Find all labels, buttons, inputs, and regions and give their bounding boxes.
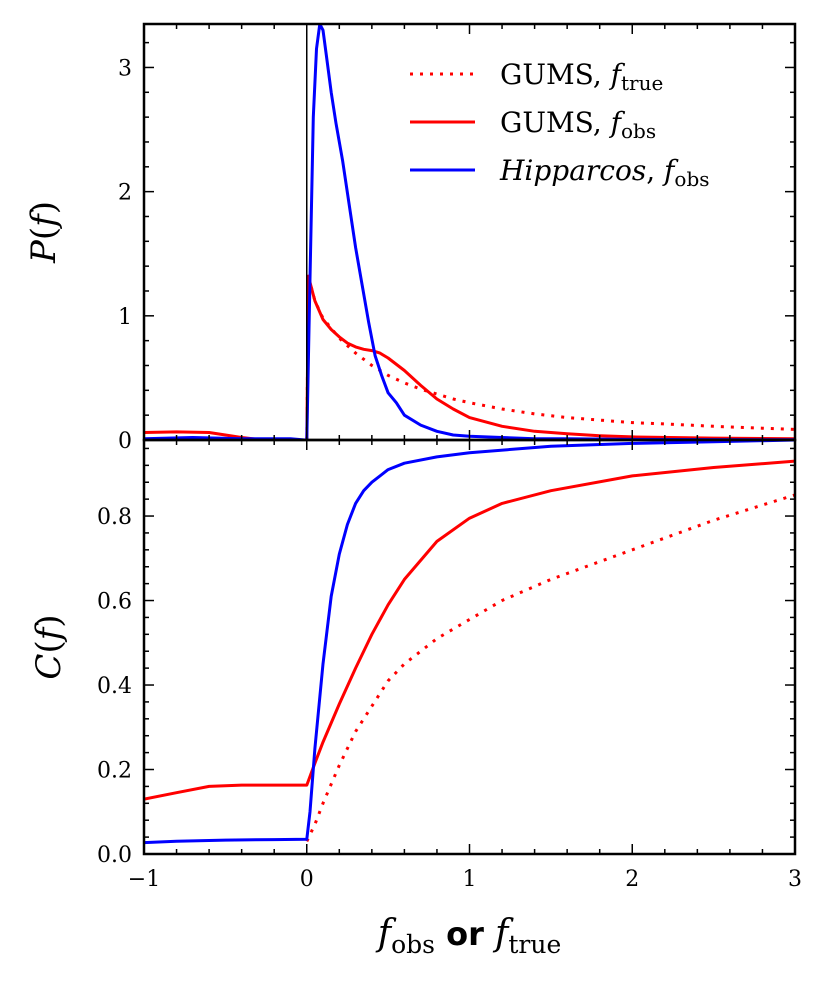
- y-axis-label: C(f): [29, 614, 69, 679]
- series-line-gums-obs: [144, 459, 795, 801]
- legend-label: Hipparcos, fobs: [499, 154, 710, 191]
- legend-label: GUMS, ftrue: [500, 58, 663, 95]
- y-axis-label: P(f): [24, 201, 64, 264]
- x-axis-label: fobs or ftrue: [375, 913, 562, 959]
- series-group: [144, 440, 795, 845]
- y-tick-label: 1: [118, 305, 132, 330]
- series-line-gums-true: [305, 493, 795, 842]
- x-tick-label: −1: [128, 867, 160, 892]
- y-tick-label: 0.0: [97, 843, 132, 868]
- x-tick-label: 0: [300, 867, 314, 892]
- y-tick-label: 0.8: [97, 505, 132, 530]
- series-line-hip-obs: [144, 440, 795, 845]
- y-tick-label: 0: [118, 429, 132, 454]
- bottom-panel: 0.0 0.2 0.4 0.6 0.8 C(f) −1 0 1 2 3 fobs or ftrue: [29, 438, 802, 959]
- series-line-hip-obs: [144, 24, 795, 440]
- x-tick-label: 1: [463, 867, 477, 892]
- x-tick-label: 2: [625, 867, 639, 892]
- y-tick-label: 0.4: [97, 674, 132, 699]
- x-tick-label: 3: [788, 867, 802, 892]
- y-tick-label: 0.2: [97, 759, 132, 784]
- y-tick-label: 3: [118, 56, 132, 81]
- y-tick-label: 2: [118, 181, 132, 206]
- y-tick-label: 0.6: [97, 590, 132, 615]
